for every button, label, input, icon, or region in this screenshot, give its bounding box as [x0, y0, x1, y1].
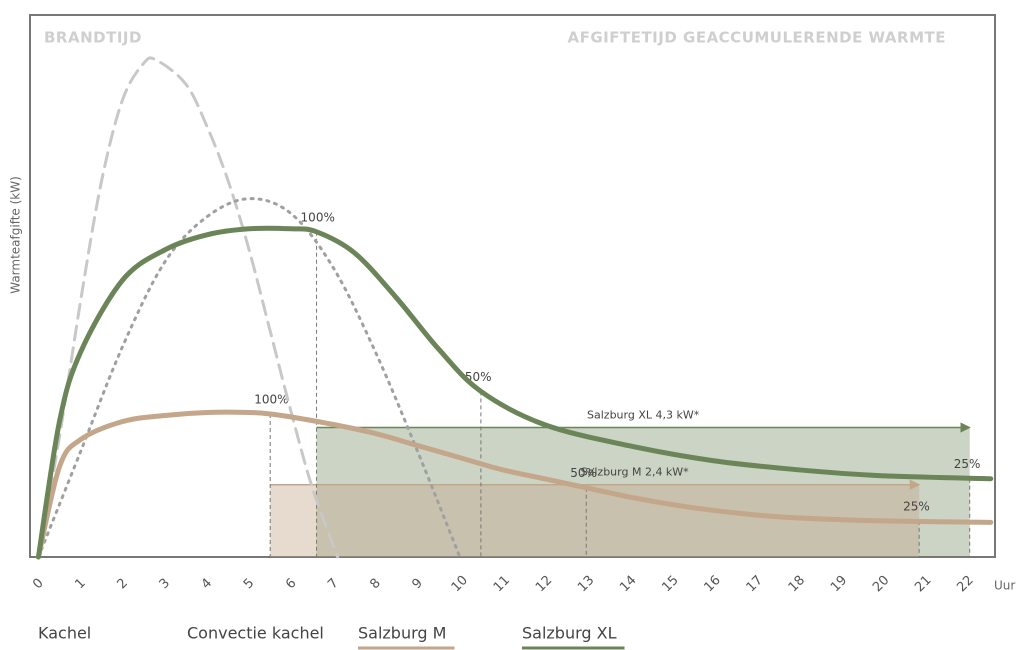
x-tick-label: 7: [325, 576, 341, 592]
legend-label: Kachel: [38, 624, 91, 643]
series-line: [35, 225, 994, 560]
legend-label: Convectie kachel: [187, 624, 324, 643]
x-tick-label: 3: [157, 576, 173, 592]
x-tick-label: 4: [199, 576, 215, 592]
x-tick-label: 11: [491, 573, 513, 595]
x-tick-label: 16: [702, 573, 724, 595]
x-tick-label: 21: [912, 573, 934, 595]
marker-label: 25%: [903, 499, 930, 513]
marker-label: 100%: [254, 392, 288, 406]
legend-label: Salzburg M: [358, 624, 446, 643]
plot-frame: [29, 14, 996, 558]
band-label: Salzburg M 2,4 kW*: [581, 466, 690, 479]
y-axis-label: Warmteafgifte (kW): [9, 176, 23, 294]
x-tick-label: 17: [744, 573, 766, 595]
marker-label: 25%: [954, 457, 981, 471]
x-tick-label: 1: [72, 576, 88, 592]
x-tick-label: 18: [786, 573, 808, 595]
x-tick-label: 13: [575, 573, 597, 595]
x-tick-label: 8: [367, 576, 383, 592]
x-tick-label: 12: [533, 573, 555, 595]
series-line: [36, 56, 340, 559]
x-tick-label: 14: [617, 573, 639, 595]
x-tick-label: 2: [114, 576, 130, 592]
x-tick-label: 19: [828, 573, 850, 595]
x-tick-label: 20: [870, 573, 892, 595]
header: AFGIFTETIJD GEACCUMULERENDE WARMTE: [567, 29, 946, 47]
marker-label: 50%: [465, 370, 492, 384]
band-label: Salzburg XL 4,3 kW*: [587, 409, 700, 422]
x-tick-label: 9: [409, 576, 425, 592]
x-tick-label: 5: [241, 576, 257, 592]
marker-label: 100%: [301, 210, 335, 224]
legend-label: Salzburg XL: [522, 624, 617, 643]
x-tick-label: 10: [449, 573, 471, 595]
x-tick-label: 0: [30, 576, 46, 592]
series-line: [35, 409, 994, 560]
x-tick-label: 22: [954, 573, 976, 595]
x-tick-label: 15: [659, 573, 681, 595]
x-tick-label: 6: [283, 576, 299, 592]
header: BRANDTIJD: [44, 29, 142, 47]
series-line: [36, 197, 462, 559]
marker-label: 50%: [570, 466, 597, 480]
x-axis-label: Uur: [994, 579, 1015, 593]
